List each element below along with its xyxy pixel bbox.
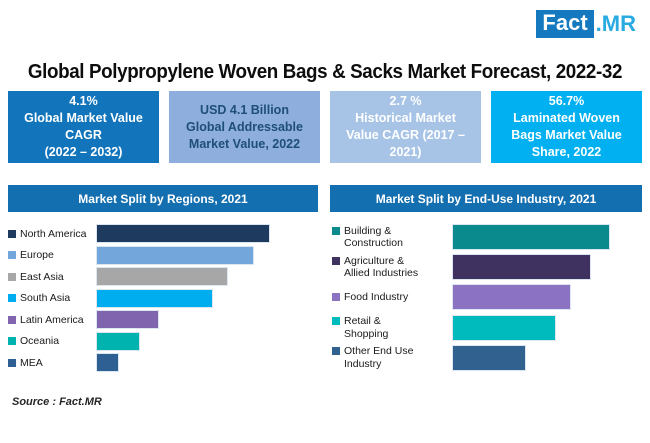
legend-item: Latin America	[8, 314, 96, 327]
chart-row: Other End Use Industry	[330, 343, 642, 373]
legend-swatch-icon	[332, 317, 340, 326]
legend-item: MEA	[8, 357, 96, 370]
chart-row: Food Industry	[330, 282, 642, 312]
legend-swatch-icon	[332, 293, 340, 302]
legend-swatch-icon	[332, 226, 340, 235]
stat-boxes-row: 4.1% Global Market Value CAGR (2022 – 20…	[8, 91, 642, 163]
bar-europe	[96, 245, 255, 265]
bar-mea	[96, 353, 119, 373]
chart-row: Retail & Shopping	[330, 313, 642, 343]
legend-item: Oceania	[8, 335, 96, 348]
legend-item: Agriculture & Allied Industries	[330, 255, 452, 280]
legend-swatch-icon	[8, 315, 16, 324]
chart-row: Oceania	[8, 331, 318, 353]
regions-bar-chart: North America Europe East Asia South Asi…	[8, 223, 318, 374]
bar-other-end-use	[452, 344, 527, 371]
chart-row: Latin America	[8, 309, 318, 331]
stat-box-laminated-share: 56.7% Laminated Woven Bags Market Value …	[491, 91, 642, 163]
legend-label: Building & Construction	[344, 224, 403, 250]
legend-item: East Asia	[8, 271, 96, 284]
legend-item: North America	[8, 228, 96, 241]
legend-label: North America	[20, 227, 87, 240]
legend-label: MEA	[20, 356, 43, 369]
bar-north-america	[96, 224, 270, 244]
legend-swatch-icon	[8, 229, 16, 238]
legend-label: Food Industry	[344, 291, 409, 304]
legend-swatch-icon	[8, 358, 16, 367]
legend-item: Building & Construction	[330, 225, 452, 250]
stat-box-text: 4.1% Global Market Value CAGR (2022 – 20…	[24, 94, 143, 159]
legend-item: Europe	[8, 249, 96, 262]
legend-item: South Asia	[8, 292, 96, 305]
logo-fact-text: Fact	[536, 10, 594, 38]
bar-food-industry	[452, 284, 571, 311]
bar-latin-america	[96, 310, 159, 330]
legend-item: Other End Use Industry	[330, 345, 452, 370]
stat-box-text: USD 4.1 Billion Global Addressable Marke…	[186, 102, 303, 151]
bar-building-construction	[452, 224, 610, 251]
legend-swatch-icon	[332, 256, 340, 265]
legend-label: East Asia	[20, 270, 64, 283]
legend-label: Retail & Shopping	[344, 315, 389, 340]
chart-row: MEA	[8, 352, 318, 374]
end-use-chart-header: Market Split by End-Use Industry, 2021	[330, 185, 642, 212]
legend-swatch-icon	[8, 272, 16, 281]
legend-item: Food Industry	[330, 291, 452, 304]
legend-label: South Asia	[20, 292, 71, 304]
stat-box-text: 56.7% Laminated Woven Bags Market Value …	[511, 94, 622, 159]
bar-retail-shopping	[452, 314, 557, 341]
bar-oceania	[96, 331, 140, 351]
chart-row: Building & Construction	[330, 222, 642, 252]
stat-box-text: 2.7 % Historical Market Value CAGR (2017…	[346, 94, 465, 159]
regions-chart-header: Market Split by Regions, 2021	[8, 185, 318, 212]
stat-box-addressable-value: USD 4.1 Billion Global Addressable Marke…	[169, 91, 320, 163]
legend-swatch-icon	[8, 337, 16, 345]
bar-agriculture	[452, 254, 592, 281]
page-title: Global Polypropylene Woven Bags & Sacks …	[27, 61, 623, 83]
legend-label: Agriculture & Allied Industries	[344, 254, 419, 280]
logo-mr-text: .MR	[595, 11, 636, 36]
chart-row: North America	[8, 223, 318, 245]
factmr-logo: Fact .MR	[536, 10, 636, 38]
legend-label: Latin America	[20, 313, 84, 326]
legend-label: Oceania	[20, 335, 60, 347]
chart-row: East Asia	[8, 266, 318, 288]
stat-box-historical-cagr: 2.7 % Historical Market Value CAGR (2017…	[330, 91, 481, 163]
legend-label: Other End Use Industry	[344, 345, 414, 370]
legend-label: Europe	[20, 249, 54, 261]
legend-swatch-icon	[332, 347, 340, 356]
bar-south-asia	[96, 288, 213, 308]
legend-swatch-icon	[8, 294, 16, 302]
chart-row: Europe	[8, 245, 318, 267]
legend-item: Retail & Shopping	[330, 315, 452, 340]
chart-row: Agriculture & Allied Industries	[330, 252, 642, 282]
chart-row: South Asia	[8, 288, 318, 310]
stat-box-global-cagr: 4.1% Global Market Value CAGR (2022 – 20…	[8, 91, 159, 163]
end-use-bar-chart: Building & Construction Agriculture & Al…	[330, 222, 642, 373]
bar-east-asia	[96, 267, 229, 287]
legend-swatch-icon	[8, 251, 16, 259]
source-note: Source : Fact.MR	[12, 396, 102, 408]
